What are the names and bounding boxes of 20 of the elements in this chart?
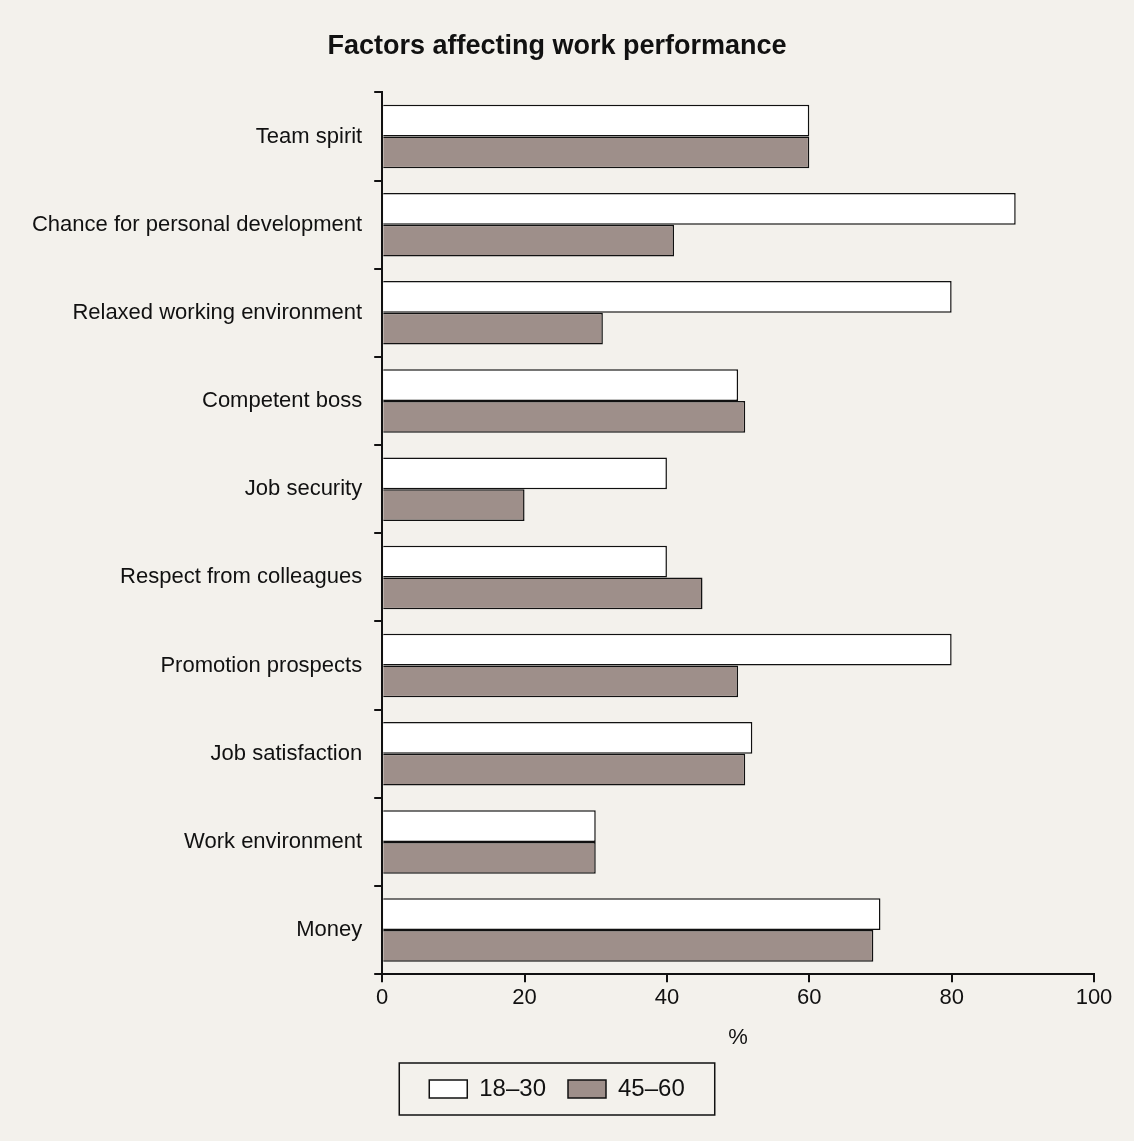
chart-title: Factors affecting work performance	[327, 29, 787, 60]
y-tick-label: Competent boss	[202, 387, 363, 413]
y-tick-label: Respect from colleagues	[120, 563, 363, 589]
x-tick-label: 20	[512, 984, 537, 1010]
y-tick-label: Money	[296, 916, 363, 942]
y-tick-label: Job satisfaction	[210, 739, 363, 765]
x-tick-label: 40	[654, 984, 680, 1010]
x-tick-label: 80	[939, 984, 964, 1010]
y-tick-label: Team spirit	[255, 122, 363, 148]
y-tick-label: Work environment	[184, 827, 363, 853]
x-axis-title: %	[728, 1023, 748, 1049]
x-tick-label: 0	[376, 984, 389, 1010]
y-tick-label: Relaxed working environment	[72, 298, 363, 324]
y-tick-label: Chance for personal development	[31, 210, 363, 236]
y-tick-label: Promotion prospects	[160, 651, 363, 677]
x-tick-label: 100	[1075, 984, 1113, 1010]
x-tick-label: 60	[797, 984, 822, 1010]
legend-label: 45–60	[618, 1073, 685, 1101]
legend-label: 18–30	[479, 1073, 547, 1101]
y-tick-label: Job security	[244, 475, 363, 501]
